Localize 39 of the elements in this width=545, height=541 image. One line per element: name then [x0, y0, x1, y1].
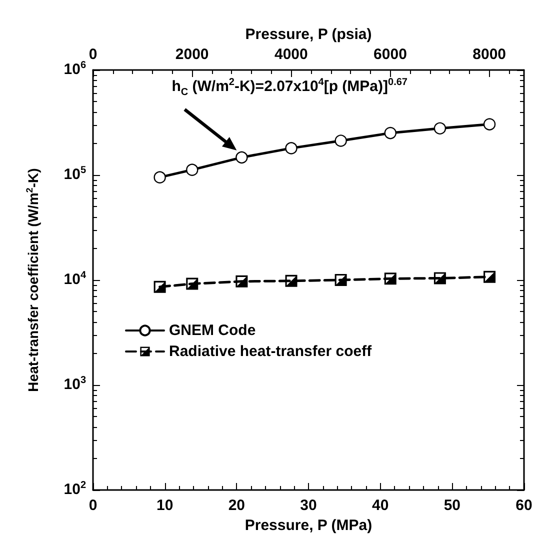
x2-tick-label: 0 [88, 46, 98, 63]
annotation: h$_{C}$ (W/m$^{2}$-K)=2.07x10$^{4}$[p (MPa)]$^{0.67}$ [172, 77, 408, 98]
x-tick-label: 50 [444, 497, 461, 514]
x2-tick-label: 2000 [175, 46, 209, 63]
point [334, 274, 347, 286]
point [236, 275, 248, 288]
point [483, 118, 496, 130]
point [434, 272, 446, 284]
point [154, 171, 166, 184]
point [384, 126, 396, 140]
point [186, 164, 198, 176]
x2-tick-label: 6000 [374, 46, 407, 63]
point [384, 272, 396, 285]
x-axis-title: Pressure, P (MPa) [244, 516, 372, 534]
legend-label: Radiative heat-transfer coeff [169, 343, 373, 360]
y-tick-label: 10$^{5}$ [64, 165, 86, 185]
point [285, 142, 298, 154]
x2-tick-label: 8000 [472, 46, 506, 63]
x-tick-label: 10 [156, 497, 174, 514]
y-tick-label: 10$^{3}$ [64, 375, 86, 395]
point [154, 280, 166, 293]
point [334, 134, 347, 147]
legend-label: GNEM Code [169, 322, 256, 339]
x-tick-label: 30 [300, 497, 317, 514]
y-tick-label: 10$^{2}$ [64, 480, 86, 500]
y-axis-title: Heat-transfer coefficient (W/m2-K) [24, 168, 41, 392]
y-tick-label: 10$^{4}$ [64, 270, 86, 290]
x2-tick-label: 4000 [274, 46, 308, 63]
point [484, 270, 496, 283]
x2-axis-title: Pressure, P (psia) [245, 26, 372, 44]
y-tick-label: 10$^{6}$ [64, 60, 86, 80]
x-tick-label: 60 [516, 497, 532, 514]
x-tick-label: 40 [372, 497, 389, 514]
point [236, 151, 248, 164]
point [186, 278, 198, 290]
point [285, 274, 298, 287]
point [434, 122, 446, 134]
x-tick-label: 0 [88, 497, 98, 514]
x-tick-label: 20 [228, 497, 246, 514]
